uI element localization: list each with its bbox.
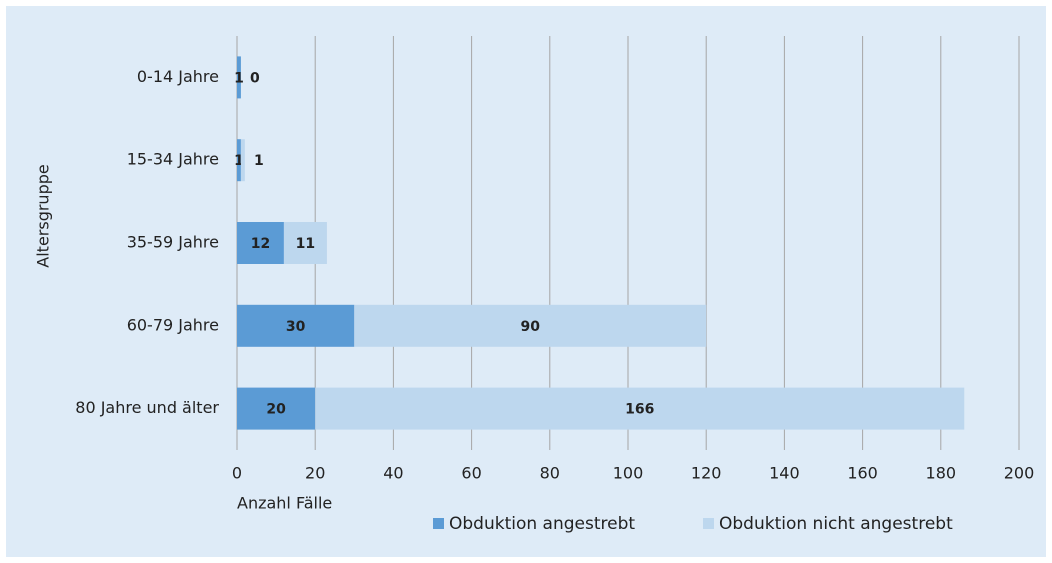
data-label: 1 — [234, 70, 244, 86]
x-tick-label: 20 — [305, 464, 325, 483]
bar — [237, 304, 355, 347]
x-tick-label: 180 — [926, 464, 957, 483]
data-label: 11 — [296, 236, 315, 252]
x-tick-label: 100 — [613, 464, 644, 483]
x-tick-label: 60 — [461, 464, 481, 483]
bar — [237, 139, 241, 182]
bar — [237, 56, 241, 99]
background — [6, 6, 1046, 557]
y-tick-label: 15-34 Jahre — [127, 150, 219, 169]
y-tick-label: 60-79 Jahre — [127, 315, 219, 334]
data-label: 20 — [266, 402, 286, 418]
data-label: 1 — [234, 153, 244, 169]
data-label: 12 — [251, 236, 270, 252]
y-tick-label: 0-14 Jahre — [137, 67, 219, 86]
bar — [237, 387, 316, 430]
bar — [240, 139, 245, 182]
x-tick-label: 120 — [691, 464, 722, 483]
x-tick-label: 80 — [540, 464, 560, 483]
x-tick-label: 40 — [383, 464, 403, 483]
bar — [315, 387, 965, 430]
x-axis-label: Anzahl Fälle — [237, 494, 332, 513]
data-label: 0 — [250, 70, 260, 86]
data-label: 166 — [625, 402, 654, 418]
legend-swatch — [703, 518, 714, 529]
x-tick-label: 140 — [769, 464, 800, 483]
legend-swatch — [433, 518, 444, 529]
x-tick-label: 160 — [847, 464, 878, 483]
bar — [283, 222, 327, 264]
y-tick-label: 80 Jahre und älter — [75, 398, 219, 417]
legend-label: Obduktion angestrebt — [449, 514, 635, 534]
data-label: 30 — [286, 319, 306, 335]
data-label: 90 — [521, 319, 541, 335]
bar — [237, 222, 284, 264]
legend-label: Obduktion nicht angestrebt — [719, 514, 953, 534]
x-tick-label: 0 — [232, 464, 242, 483]
y-axis-label: Altersgruppe — [34, 164, 53, 267]
data-label: 1 — [254, 153, 264, 169]
bar — [354, 304, 707, 347]
y-tick-label: 35-59 Jahre — [127, 233, 219, 252]
x-tick-label: 200 — [1004, 464, 1035, 483]
